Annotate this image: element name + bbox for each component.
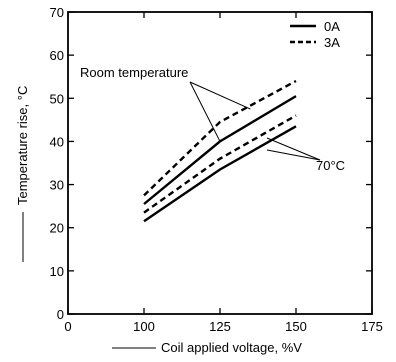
legend-label-3a: 3A (324, 35, 340, 50)
y-tick-label: 10 (50, 264, 64, 279)
annotation-70c: 70°C (316, 158, 345, 173)
series-line-3a-70c (143, 114, 297, 214)
x-tick-label: 100 (133, 319, 155, 334)
annotation-leader (189, 81, 221, 142)
annotation-leader (266, 149, 321, 161)
x-tick-label: 150 (285, 319, 307, 334)
legend-label-0a: 0A (324, 19, 340, 34)
x-tick-label: 0 (64, 319, 71, 334)
y-tick-label: 0 (57, 307, 64, 322)
y-tick-label: 50 (50, 91, 64, 106)
x-tick-label: 175 (361, 319, 383, 334)
x-axis-label: Coil applied voltage, %V (161, 340, 302, 355)
y-tick-label: 30 (50, 178, 64, 193)
annotations: Room temperature 70°C (80, 65, 345, 173)
axis-ticks: 0 10 20 30 40 50 60 70 0 100 125 150 175 (50, 5, 383, 334)
series-line-0a-room-temp (143, 95, 297, 205)
y-tick-label: 60 (50, 48, 64, 63)
annotation-leader (189, 81, 251, 110)
x-tick-label: 125 (209, 319, 231, 334)
annotation-leader (266, 137, 321, 161)
y-tick-label: 70 (50, 5, 64, 20)
series-line-3a-room-temp (143, 79, 297, 197)
y-tick-label: 20 (50, 221, 64, 236)
y-axis-label: Temperature rise, °C (15, 86, 30, 205)
annotation-room-temperature: Room temperature (80, 65, 188, 80)
y-tick-label: 40 (50, 134, 64, 149)
series-line-0a-70c (143, 125, 297, 223)
